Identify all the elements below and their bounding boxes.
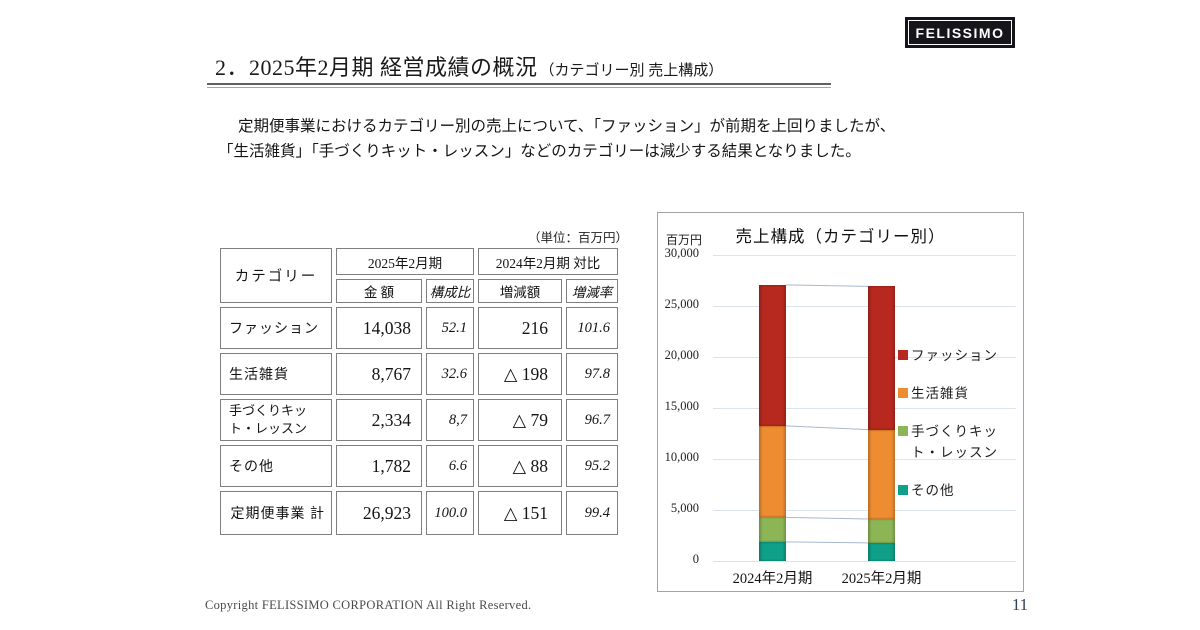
cell-amount: 8,767: [336, 353, 422, 395]
cell-change: 216: [478, 307, 562, 349]
cell-share: 32.6: [426, 353, 474, 395]
x-axis-category-label: 2025年2月期: [841, 571, 922, 587]
cell-rate: 99.4: [566, 491, 618, 535]
y-axis-tick-label: 30,000: [664, 246, 699, 260]
table-header-category: カテゴリー: [220, 248, 332, 303]
table-row: 手づくりキット・レッスン 2,334 8,7 △ 79 96.7: [220, 399, 618, 441]
felissimo-logo-frame: FELISSIMO: [908, 20, 1012, 45]
legend-label: 手づくりキット・レッスン: [911, 424, 998, 460]
intro-text: 定期便事業におけるカテゴリー別の売上について、「ファッション」が前期を上回りまし…: [218, 114, 1008, 164]
table-header-group-2024: 2024年2月期 対比: [478, 248, 618, 275]
page-title-sub: （カテゴリー別 売上構成）: [539, 63, 724, 79]
bar-segment-ファッション: [759, 284, 786, 426]
chart-unit-label: 百万円: [666, 233, 703, 247]
cell-rate: 96.7: [566, 399, 618, 441]
table-header-group-2025: 2025年2月期: [336, 248, 474, 275]
legend-item: その他: [898, 480, 1024, 501]
legend-item: ファッション: [898, 345, 1024, 366]
felissimo-logo: FELISSIMO: [905, 17, 1015, 48]
cell-category: 手づくりキット・レッスン: [220, 399, 332, 441]
cell-change: △ 151: [478, 491, 562, 535]
cell-category: ファッション: [220, 307, 332, 349]
sales-composition-chart: 百万円 売上構成（カテゴリー別） 0 5,000 10,000 15,000 20,00…: [657, 212, 1024, 592]
cell-share: 8,7: [426, 399, 474, 441]
legend-label: その他: [911, 483, 955, 498]
cell-share: 100.0: [426, 491, 474, 535]
y-gridline: [713, 561, 1016, 562]
cell-amount: 14,038: [336, 307, 422, 349]
cell-change: △ 88: [478, 445, 562, 487]
cell-category: その他: [220, 445, 332, 487]
y-gridline: [713, 255, 1016, 256]
table-header-amount: 金 額: [336, 279, 422, 303]
legend-swatch-icon: [898, 426, 908, 436]
table-row: 生活雑貨 8,767 32.6 △ 198 97.8: [220, 353, 618, 395]
cell-category: 生活雑貨: [220, 353, 332, 395]
cell-amount: 1,782: [336, 445, 422, 487]
cell-amount: 26,923: [336, 491, 422, 535]
table-header-rate: 増減率: [566, 279, 618, 303]
y-axis-tick-label: 15,000: [664, 399, 699, 413]
bar-segment-生活雑貨: [868, 429, 895, 519]
y-gridline: [713, 510, 1016, 511]
intro-line-1: 定期便事業におけるカテゴリー別の売上について、「ファッション」が前期を上回りまし…: [238, 118, 896, 135]
y-axis-tick-label: 20,000: [664, 348, 699, 362]
legend-swatch-icon: [898, 485, 908, 495]
cell-share: 6.6: [426, 445, 474, 487]
page-title-main: 2．2025年2月期 経営成績の概況: [215, 55, 538, 80]
category-sales-table: カテゴリー 2025年2月期 2024年2月期 対比 金 額 構成比 増減額 増…: [216, 244, 622, 539]
bar-segment-手づくりキット・レッスン: [868, 519, 895, 543]
x-axis-category-label: 2024年2月期: [732, 571, 813, 587]
table-header-share: 構成比: [426, 279, 474, 303]
legend-swatch-icon: [898, 350, 908, 360]
page-title: 2．2025年2月期 経営成績の概況 （カテゴリー別 売上構成）: [215, 50, 723, 82]
unit-note: （単位：百万円）: [527, 231, 628, 245]
legend-label: 生活雑貨: [911, 386, 969, 401]
bar-segment-その他: [868, 542, 895, 561]
title-underline: [207, 83, 831, 88]
cell-change: △ 198: [478, 353, 562, 395]
y-gridline: [713, 306, 1016, 307]
y-axis-tick-label: 10,000: [664, 450, 699, 464]
y-gridline: [713, 459, 1016, 460]
bar-segment-ファッション: [868, 286, 895, 430]
cell-rate: 95.2: [566, 445, 618, 487]
legend-item: 生活雑貨: [898, 383, 1024, 404]
bar-segment-生活雑貨: [759, 425, 786, 518]
chart-title: 売上構成（カテゴリー別）: [735, 227, 946, 246]
y-gridline: [713, 408, 1016, 409]
legend-label: ファッション: [911, 348, 998, 363]
y-axis-tick-label: 5,000: [670, 501, 699, 515]
table-row: その他 1,782 6.6 △ 88 95.2: [220, 445, 618, 487]
cell-share: 52.1: [426, 307, 474, 349]
y-gridline: [713, 357, 1016, 358]
cell-change: △ 79: [478, 399, 562, 441]
cell-amount: 2,334: [336, 399, 422, 441]
intro-line-2: 「生活雑貨」「手づくりキット・レッスン」などのカテゴリーは減少する結果となりまし…: [218, 143, 861, 161]
cell-rate: 97.8: [566, 353, 618, 395]
table-row: 定期便事業 計 26,923 100.0 △ 151 99.4: [220, 491, 618, 535]
table-header-change: 増減額: [478, 279, 562, 303]
y-axis-tick-label: 0: [692, 552, 699, 566]
legend-swatch-icon: [898, 388, 908, 398]
chart-legend: ファッション 生活雑貨手づくりキット・レッスンその他: [898, 345, 1024, 518]
felissimo-logo-text: FELISSIMO: [915, 24, 1005, 41]
page-number: 11: [1011, 595, 1029, 614]
copyright-text: Copyright FELISSIMO CORPORATION All Righ…: [205, 598, 532, 612]
bar-segment-その他: [759, 541, 786, 561]
table-row: ファッション 14,038 52.1 216 101.6: [220, 307, 618, 349]
bar-segment-手づくりキット・レッスン: [759, 517, 786, 542]
cell-category: 定期便事業 計: [220, 491, 332, 535]
legend-item: 手づくりキット・レッスン: [898, 421, 1024, 463]
y-axis-tick-label: 25,000: [664, 297, 699, 311]
cell-rate: 101.6: [566, 307, 618, 349]
